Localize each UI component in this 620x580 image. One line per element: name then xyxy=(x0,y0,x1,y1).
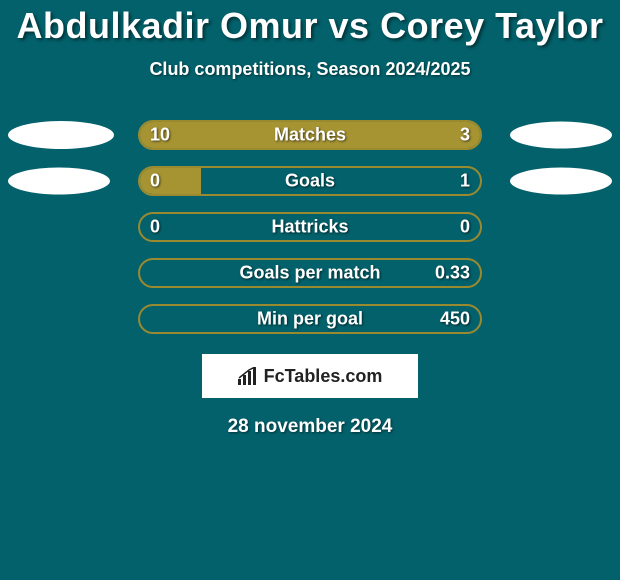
value-right: 3 xyxy=(460,125,470,146)
stat-row: Goals per match 0.33 xyxy=(0,258,620,288)
bar-track: 0 Goals 1 xyxy=(138,166,482,196)
value-right: 0.33 xyxy=(435,263,470,284)
stat-label: Min per goal xyxy=(257,309,363,330)
stat-row: 0 Goals 1 xyxy=(0,166,620,196)
logo-text: FcTables.com xyxy=(264,366,383,387)
value-left: 10 xyxy=(150,125,170,146)
bar-track: Goals per match 0.33 xyxy=(138,258,482,288)
bar-track: 0 Hattricks 0 xyxy=(138,212,482,242)
date-label: 28 november 2024 xyxy=(0,416,620,438)
stat-label: Goals xyxy=(285,171,335,192)
player-badge-left xyxy=(8,168,110,195)
stat-label: Matches xyxy=(274,125,346,146)
page-subtitle: Club competitions, Season 2024/2025 xyxy=(0,59,620,80)
stat-row: Min per goal 450 xyxy=(0,304,620,334)
value-right: 0 xyxy=(460,217,470,238)
stat-label: Hattricks xyxy=(271,217,348,238)
value-left: 0 xyxy=(150,171,160,192)
logo: FcTables.com xyxy=(238,366,383,387)
player-badge-left xyxy=(8,121,114,149)
comparison-chart: 10Matches30Goals10Hattricks0Goals per ma… xyxy=(0,120,620,334)
stat-row: 10 Matches 3 xyxy=(0,120,620,150)
bar-track: 10 Matches 3 xyxy=(138,120,482,150)
infographic-root: Abdulkadir Omur vs Corey Taylor Club com… xyxy=(0,0,620,438)
value-right: 1 xyxy=(460,171,470,192)
barchart-icon xyxy=(238,367,260,385)
stat-label: Goals per match xyxy=(239,263,380,284)
value-right: 450 xyxy=(440,309,470,330)
logo-box: FcTables.com xyxy=(202,354,418,398)
value-left: 0 xyxy=(150,217,160,238)
bar-fill-left xyxy=(140,122,392,148)
stat-row: 0 Hattricks 0 xyxy=(0,212,620,242)
page-title: Abdulkadir Omur vs Corey Taylor xyxy=(0,5,620,47)
player-badge-right xyxy=(510,122,612,149)
player-badge-right xyxy=(510,168,612,195)
bar-track: Min per goal 450 xyxy=(138,304,482,334)
